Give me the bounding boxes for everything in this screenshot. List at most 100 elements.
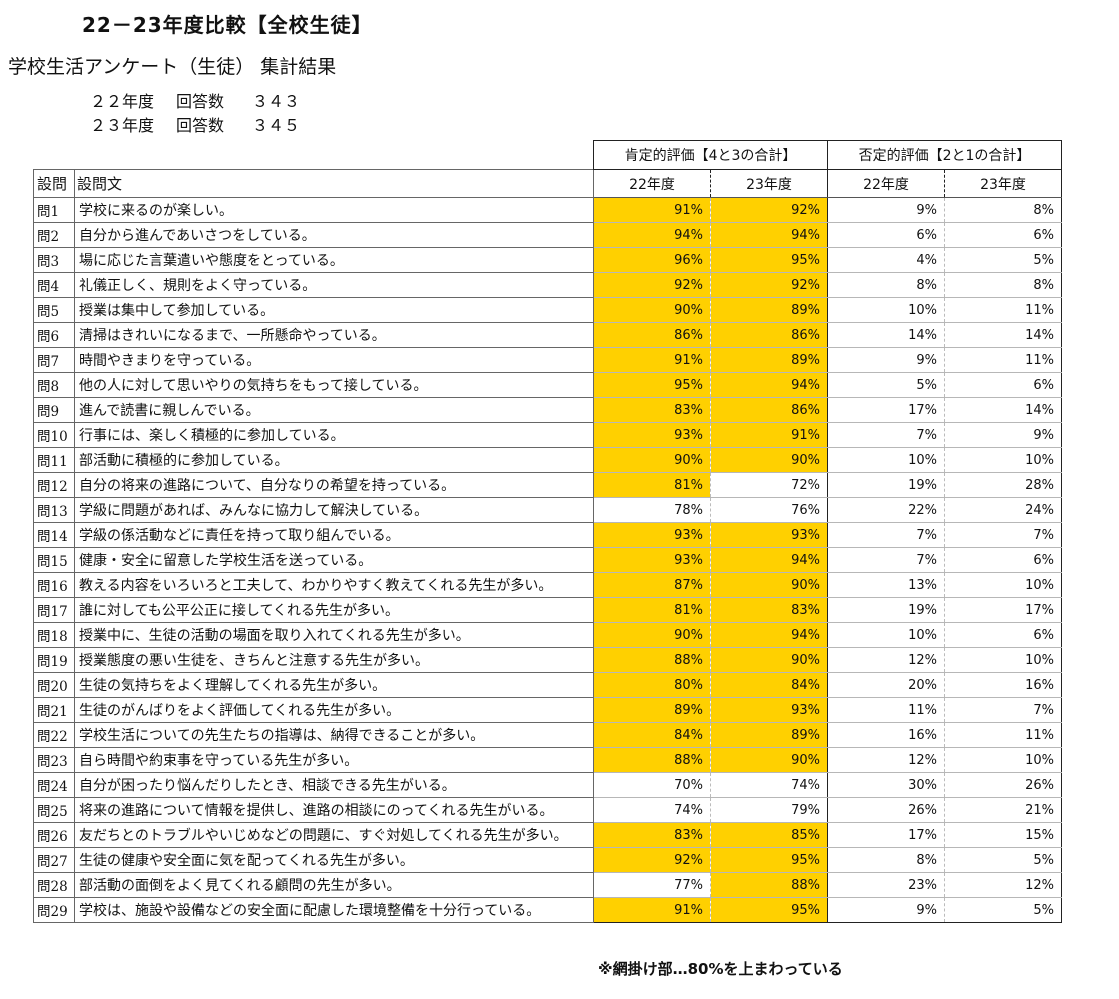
question-text: 授業態度の悪い生徒を、きちんと注意する先生が多い。	[74, 647, 594, 673]
response-count-line: ２２年度 回答数 ３４３	[90, 88, 300, 112]
table-row: 問25 将来の進路について情報を提供し、進路の相談にのってくれる先生がいる。 74%…	[33, 797, 1063, 823]
question-number: 問10	[33, 422, 75, 448]
positive-22-value: 92%	[593, 847, 711, 873]
question-number: 問3	[33, 247, 75, 273]
positive-22-value: 96%	[593, 247, 711, 273]
positive-23-value: 72%	[709, 472, 829, 498]
negative-23-value: 16%	[944, 672, 1063, 698]
negative-23-header: 23年度	[944, 169, 1063, 198]
survey-subtitle: 学校生活アンケート（生徒） 集計結果	[8, 56, 337, 78]
negative-23-value: 26%	[944, 772, 1063, 798]
question-text-header: 設問文	[74, 169, 594, 198]
question-number: 問29	[33, 897, 75, 923]
question-number: 問23	[33, 747, 75, 773]
positive-22-value: 89%	[593, 697, 711, 723]
table-row: 問2 自分から進んであいさつをしている。 94% 94% 6% 6%	[33, 222, 1063, 248]
positive-22-value: 94%	[593, 222, 711, 248]
negative-22-value: 7%	[827, 522, 945, 548]
positive-evaluation-header: 肯定的評価【4と3の合計】	[592, 140, 829, 170]
negative-22-value: 4%	[827, 247, 945, 273]
positive-23-value: 94%	[709, 372, 829, 398]
negative-23-value: 14%	[944, 397, 1063, 423]
negative-23-value: 11%	[944, 297, 1063, 323]
positive-23-value: 90%	[709, 747, 829, 773]
question-number: 問11	[33, 447, 75, 473]
question-number: 問7	[33, 347, 75, 373]
negative-23-value: 17%	[944, 597, 1063, 623]
positive-23-value: 91%	[709, 422, 829, 448]
positive-23-value: 89%	[709, 347, 829, 373]
question-number: 問13	[33, 497, 75, 523]
question-number: 問19	[33, 647, 75, 673]
question-number: 問21	[33, 697, 75, 723]
positive-23-value: 93%	[709, 697, 829, 723]
positive-23-value: 93%	[709, 522, 829, 548]
question-number: 問5	[33, 297, 75, 323]
question-number: 問15	[33, 547, 75, 573]
response-count-line: ２３年度 回答数 ３４５	[90, 112, 300, 136]
negative-22-value: 14%	[827, 322, 945, 348]
table-row: 問8 他の人に対して思いやりの気持ちをもって接している。 95% 94% 5% 6%	[33, 372, 1063, 398]
negative-23-value: 11%	[944, 722, 1063, 748]
positive-23-header: 23年度	[709, 169, 829, 198]
positive-22-value: 90%	[593, 297, 711, 323]
table-row: 問9 進んで読書に親しんでいる。 83% 86% 17% 14%	[33, 397, 1063, 423]
question-number: 問27	[33, 847, 75, 873]
negative-22-value: 20%	[827, 672, 945, 698]
question-text: 誰に対しても公平公正に接してくれる先生が多い。	[74, 597, 594, 623]
question-number: 問4	[33, 272, 75, 298]
question-text: 自分が困ったり悩んだりしたとき、相談できる先生がいる。	[74, 772, 594, 798]
positive-23-value: 95%	[709, 847, 829, 873]
negative-22-value: 22%	[827, 497, 945, 523]
question-text: 授業は集中して参加している。	[74, 297, 594, 323]
question-number: 問28	[33, 872, 75, 898]
positive-22-header: 22年度	[593, 169, 711, 198]
table-row: 問24 自分が困ったり悩んだりしたとき、相談できる先生がいる。 70% 74% 30% 2…	[33, 772, 1063, 798]
question-text: 友だちとのトラブルやいじめなどの問題に、すぐ対処してくれる先生が多い。	[74, 822, 594, 848]
positive-22-value: 70%	[593, 772, 711, 798]
empty-header-cell	[34, 141, 594, 170]
negative-22-value: 30%	[827, 772, 945, 798]
table-group-header-row: 肯定的評価【4と3の合計】 否定的評価【2と1の合計】	[34, 140, 1063, 170]
negative-22-value: 6%	[827, 222, 945, 248]
positive-22-value: 81%	[593, 472, 711, 498]
question-number: 問6	[33, 322, 75, 348]
positive-23-value: 86%	[709, 397, 829, 423]
question-number: 問18	[33, 622, 75, 648]
question-number: 問16	[33, 572, 75, 598]
negative-23-value: 6%	[944, 547, 1063, 573]
response-label: 回答数	[176, 116, 225, 135]
positive-22-value: 91%	[593, 347, 711, 373]
negative-23-value: 7%	[944, 522, 1063, 548]
table-row: 問18 授業中に、生徒の活動の場面を取り入れてくれる先生が多い。 90% 94% 10%…	[33, 622, 1063, 648]
question-text: 学校生活についての先生たちの指導は、納得できることが多い。	[74, 722, 594, 748]
question-text: 部活動の面倒をよく見てくれる顧問の先生が多い。	[74, 872, 594, 898]
question-text: 進んで読書に親しんでいる。	[74, 397, 594, 423]
table-row: 問23 自ら時間や約束事を守っている先生が多い。 88% 90% 12% 10%	[33, 747, 1063, 773]
positive-23-value: 76%	[709, 497, 829, 523]
negative-23-value: 12%	[944, 872, 1063, 898]
negative-22-value: 9%	[827, 197, 945, 223]
table-row: 問19 授業態度の悪い生徒を、きちんと注意する先生が多い。 88% 90% 12% 10%	[33, 647, 1063, 673]
positive-23-value: 94%	[709, 222, 829, 248]
positive-23-value: 86%	[709, 322, 829, 348]
positive-22-value: 95%	[593, 372, 711, 398]
question-number: 問20	[33, 672, 75, 698]
negative-23-value: 10%	[944, 572, 1063, 598]
negative-22-value: 17%	[827, 822, 945, 848]
question-text: 他の人に対して思いやりの気持ちをもって接している。	[74, 372, 594, 398]
negative-23-value: 6%	[944, 222, 1063, 248]
question-text: 礼儀正しく、規則をよく守っている。	[74, 272, 594, 298]
positive-23-value: 89%	[709, 722, 829, 748]
question-text: 場に応じた言葉遣いや態度をとっている。	[74, 247, 594, 273]
question-number: 問24	[33, 772, 75, 798]
positive-23-value: 74%	[709, 772, 829, 798]
negative-22-value: 16%	[827, 722, 945, 748]
negative-22-value: 11%	[827, 697, 945, 723]
question-text: 行事には、楽しく積極的に参加している。	[74, 422, 594, 448]
positive-23-value: 89%	[709, 297, 829, 323]
positive-23-value: 90%	[709, 572, 829, 598]
response-year: ２２年度	[90, 92, 155, 111]
positive-22-value: 93%	[593, 547, 711, 573]
negative-23-value: 6%	[944, 372, 1063, 398]
